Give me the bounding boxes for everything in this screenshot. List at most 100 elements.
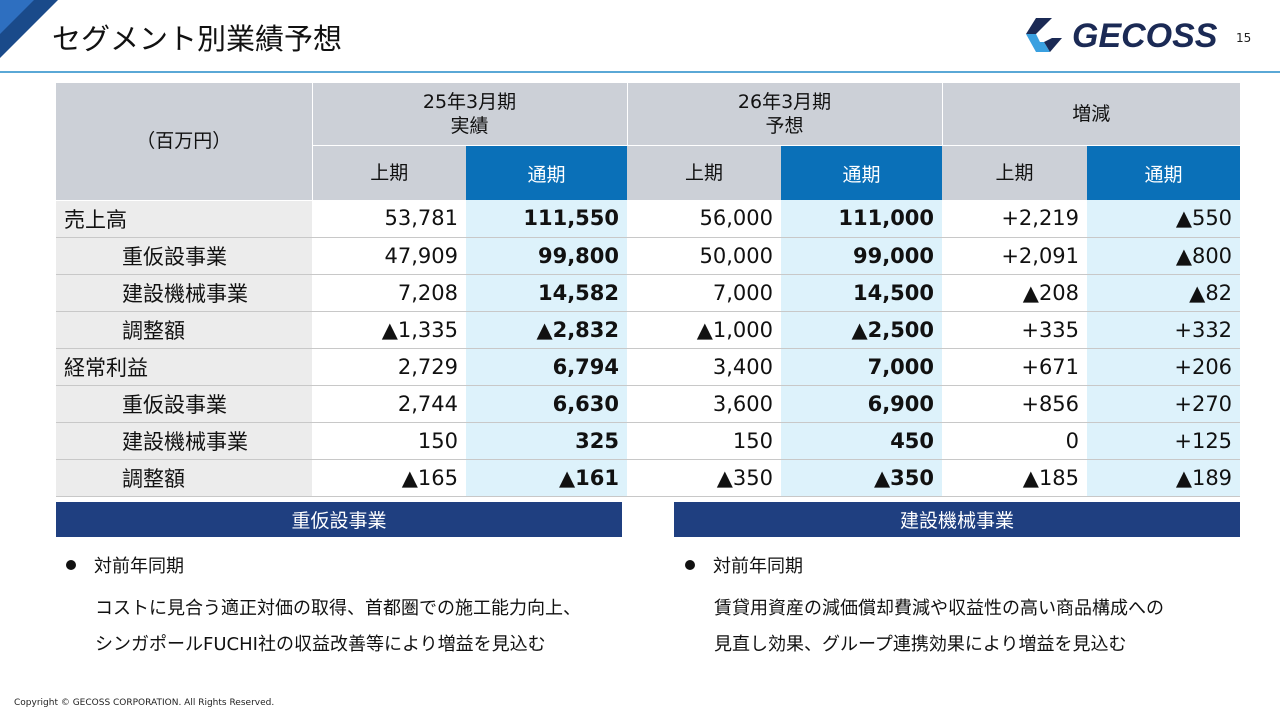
table-cell: 450 xyxy=(781,422,943,460)
group-header-fy25-type: 実績 xyxy=(450,115,489,137)
subheader-change-h1: 上期 xyxy=(942,145,1088,200)
group-header-fy25: 25年3月期 実績 xyxy=(311,83,628,146)
table-row: 調整額 ▲1,335 ▲2,832 ▲1,000 ▲2,500 +335 +33… xyxy=(56,311,1241,349)
bullet-icon xyxy=(66,560,76,570)
corner-decoration-inner xyxy=(0,0,34,34)
table-cell: ▲2,832 xyxy=(466,311,628,349)
table-cell: ▲161 xyxy=(466,459,628,497)
table-cell: 7,000 xyxy=(627,274,782,312)
table-cell: 111,550 xyxy=(466,200,628,238)
table-cell: +671 xyxy=(942,348,1088,386)
table-cell: ▲189 xyxy=(1087,459,1241,497)
table-cell: ▲165 xyxy=(312,459,466,497)
segment-text-line: 賃貸用資産の減価償却費減や収益性の高い商品構成への xyxy=(714,598,1164,619)
table-cell: ▲208 xyxy=(942,274,1088,312)
segment-header-temporary-construction: 重仮設事業 xyxy=(56,502,622,537)
row-label-temporary-construction: 重仮設事業 xyxy=(56,237,312,275)
table-cell: 56,000 xyxy=(627,200,782,238)
segment-bullet-construction-machinery: 対前年同期 xyxy=(685,552,803,578)
table-cell: +2,219 xyxy=(942,200,1088,238)
page-number: 15 xyxy=(1236,31,1252,45)
table-cell: +270 xyxy=(1087,385,1241,423)
bullet-text: 対前年同期 xyxy=(713,556,803,577)
table-cell: +206 xyxy=(1087,348,1241,386)
gecoss-logo-icon xyxy=(1026,18,1062,52)
table-cell: ▲185 xyxy=(942,459,1088,497)
bullet-icon xyxy=(685,560,695,570)
segment-header-construction-machinery: 建設機械事業 xyxy=(674,502,1240,537)
table-row: 経常利益 2,729 6,794 3,400 7,000 +671 +206 xyxy=(56,348,1241,386)
group-header-change: 増減 xyxy=(941,83,1241,146)
bullet-text: 対前年同期 xyxy=(94,556,184,577)
table-cell: 111,000 xyxy=(781,200,943,238)
row-label-construction-machinery: 建設機械事業 xyxy=(56,274,312,312)
table-row: 重仮設事業 47,909 99,800 50,000 99,000 +2,091… xyxy=(56,237,1241,275)
table-cell: +856 xyxy=(942,385,1088,423)
group-header-fy26-period: 26年3月期 xyxy=(737,91,832,113)
table-row: 建設機械事業 150 325 150 450 0 +125 xyxy=(56,422,1241,460)
copyright-notice: Copyright © GECOSS CORPORATION. All Righ… xyxy=(14,698,275,708)
table-cell: ▲550 xyxy=(1087,200,1241,238)
row-label-ordinary-profit: 経常利益 xyxy=(56,348,312,386)
segment-forecast-table: （百万円） 25年3月期 実績 26年3月期 予想 増減 上期 通期 上期 通期… xyxy=(56,83,1241,497)
table-cell: +125 xyxy=(1087,422,1241,460)
table-cell: 14,582 xyxy=(466,274,628,312)
group-header-fy26-type: 予想 xyxy=(765,115,804,137)
subheader-fy25-h1: 上期 xyxy=(311,145,466,200)
table-cell: ▲350 xyxy=(627,459,782,497)
segment-text-line: 見直し効果、グループ連携効果により増益を見込む xyxy=(714,634,1127,655)
page-title: セグメント別業績予想 xyxy=(52,22,343,56)
row-label-temporary-construction: 重仮設事業 xyxy=(56,385,312,423)
table-cell: ▲1,335 xyxy=(312,311,466,349)
table-cell: 150 xyxy=(312,422,466,460)
segment-bullet-temporary-construction: 対前年同期 xyxy=(66,552,184,578)
row-label-construction-machinery: 建設機械事業 xyxy=(56,422,312,460)
table-cell: 0 xyxy=(942,422,1088,460)
table-cell: +2,091 xyxy=(942,237,1088,275)
table-cell: ▲2,500 xyxy=(781,311,943,349)
table-cell: 7,208 xyxy=(312,274,466,312)
segment-text-line: コストに見合う適正対価の取得、首都圏での施工能力向上、 xyxy=(95,598,581,619)
table-cell: ▲800 xyxy=(1087,237,1241,275)
unit-label: （百万円） xyxy=(136,130,232,153)
table-cell: 150 xyxy=(627,422,782,460)
subheader-change-full: 通期 xyxy=(1087,145,1241,200)
table-cell: +332 xyxy=(1087,311,1241,349)
row-label-adjustment: 調整額 xyxy=(56,311,312,349)
table-cell: 47,909 xyxy=(312,237,466,275)
table-cell: 53,781 xyxy=(312,200,466,238)
group-header-fy25-period: 25年3月期 xyxy=(422,91,517,113)
table-cell: 3,400 xyxy=(627,348,782,386)
table-row: 売上高 53,781 111,550 56,000 111,000 +2,219… xyxy=(56,200,1241,238)
table-cell: 325 xyxy=(466,422,628,460)
group-header-fy26: 26年3月期 予想 xyxy=(626,83,943,146)
gecoss-logo: GECOSS xyxy=(1022,12,1217,60)
table-cell: ▲350 xyxy=(781,459,943,497)
row-label-net-sales: 売上高 xyxy=(56,200,312,238)
table-cell: 7,000 xyxy=(781,348,943,386)
table-row: 重仮設事業 2,744 6,630 3,600 6,900 +856 +270 xyxy=(56,385,1241,423)
table-cell: 99,800 xyxy=(466,237,628,275)
table-cell: 50,000 xyxy=(627,237,782,275)
group-header-change-label: 増減 xyxy=(1072,103,1111,125)
unit-label-cell: （百万円） xyxy=(56,83,312,201)
table-cell: 6,630 xyxy=(466,385,628,423)
table-cell: 6,900 xyxy=(781,385,943,423)
row-label-adjustment: 調整額 xyxy=(56,459,312,497)
subheader-fy26-full: 通期 xyxy=(781,145,943,200)
title-divider xyxy=(0,71,1280,73)
subheader-fy26-h1: 上期 xyxy=(627,145,782,200)
table-cell: ▲1,000 xyxy=(627,311,782,349)
segment-text-line: シンガポールFUCHI社の収益改善等により増益を見込む xyxy=(95,634,546,655)
table-cell: 2,744 xyxy=(312,385,466,423)
table-row: 調整額 ▲165 ▲161 ▲350 ▲350 ▲185 ▲189 xyxy=(56,459,1241,497)
table-cell: 14,500 xyxy=(781,274,943,312)
table-cell: 6,794 xyxy=(466,348,628,386)
table-cell: 99,000 xyxy=(781,237,943,275)
logo-text: GECOSS xyxy=(1072,16,1218,55)
table-cell: 2,729 xyxy=(312,348,466,386)
table-cell: +335 xyxy=(942,311,1088,349)
table-cell: 3,600 xyxy=(627,385,782,423)
subheader-fy25-full: 通期 xyxy=(466,145,628,200)
table-row: 建設機械事業 7,208 14,582 7,000 14,500 ▲208 ▲8… xyxy=(56,274,1241,312)
